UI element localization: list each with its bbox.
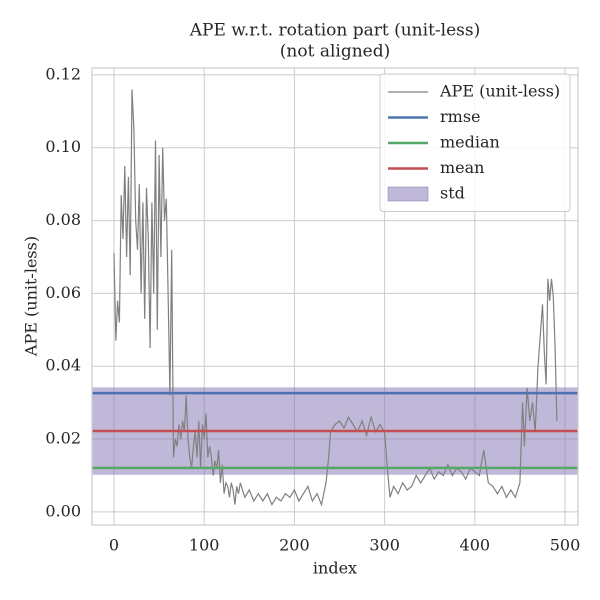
legend-swatch — [387, 186, 429, 202]
y-tick-label: 0.06 — [45, 283, 81, 302]
plot-frame — [91, 67, 579, 526]
y-tick-label: 0.12 — [45, 64, 81, 83]
x-tick-label: 0 — [109, 536, 119, 555]
y-tick-label: 0.10 — [45, 137, 81, 156]
x-tick-label: 300 — [369, 536, 400, 555]
x-tick-label: 200 — [279, 536, 310, 555]
y-axis-label: APE (unit-less) — [22, 236, 41, 357]
ape-line — [113, 89, 558, 507]
legend-label: std — [440, 184, 465, 203]
legend-label: median — [440, 133, 500, 152]
x-tick-label: 400 — [460, 536, 491, 555]
legend-label: mean — [440, 158, 484, 177]
chart-title: APE w.r.t. rotation part (unit-less) — [189, 21, 480, 41]
y-tick-label: 0.08 — [45, 210, 81, 229]
x-tick-label: 500 — [550, 536, 581, 555]
y-tick-label: 0.00 — [45, 501, 81, 520]
legend-label: APE (unit-less) — [439, 82, 560, 101]
chart-subtitle: (not aligned) — [280, 42, 390, 62]
y-tick-label: 0.04 — [45, 356, 81, 375]
x-axis-label: index — [313, 559, 357, 578]
x-tick-label: 100 — [189, 536, 220, 555]
legend-label: rmse — [440, 107, 481, 126]
y-tick-label: 0.02 — [45, 429, 81, 448]
legend-box — [379, 73, 571, 212]
